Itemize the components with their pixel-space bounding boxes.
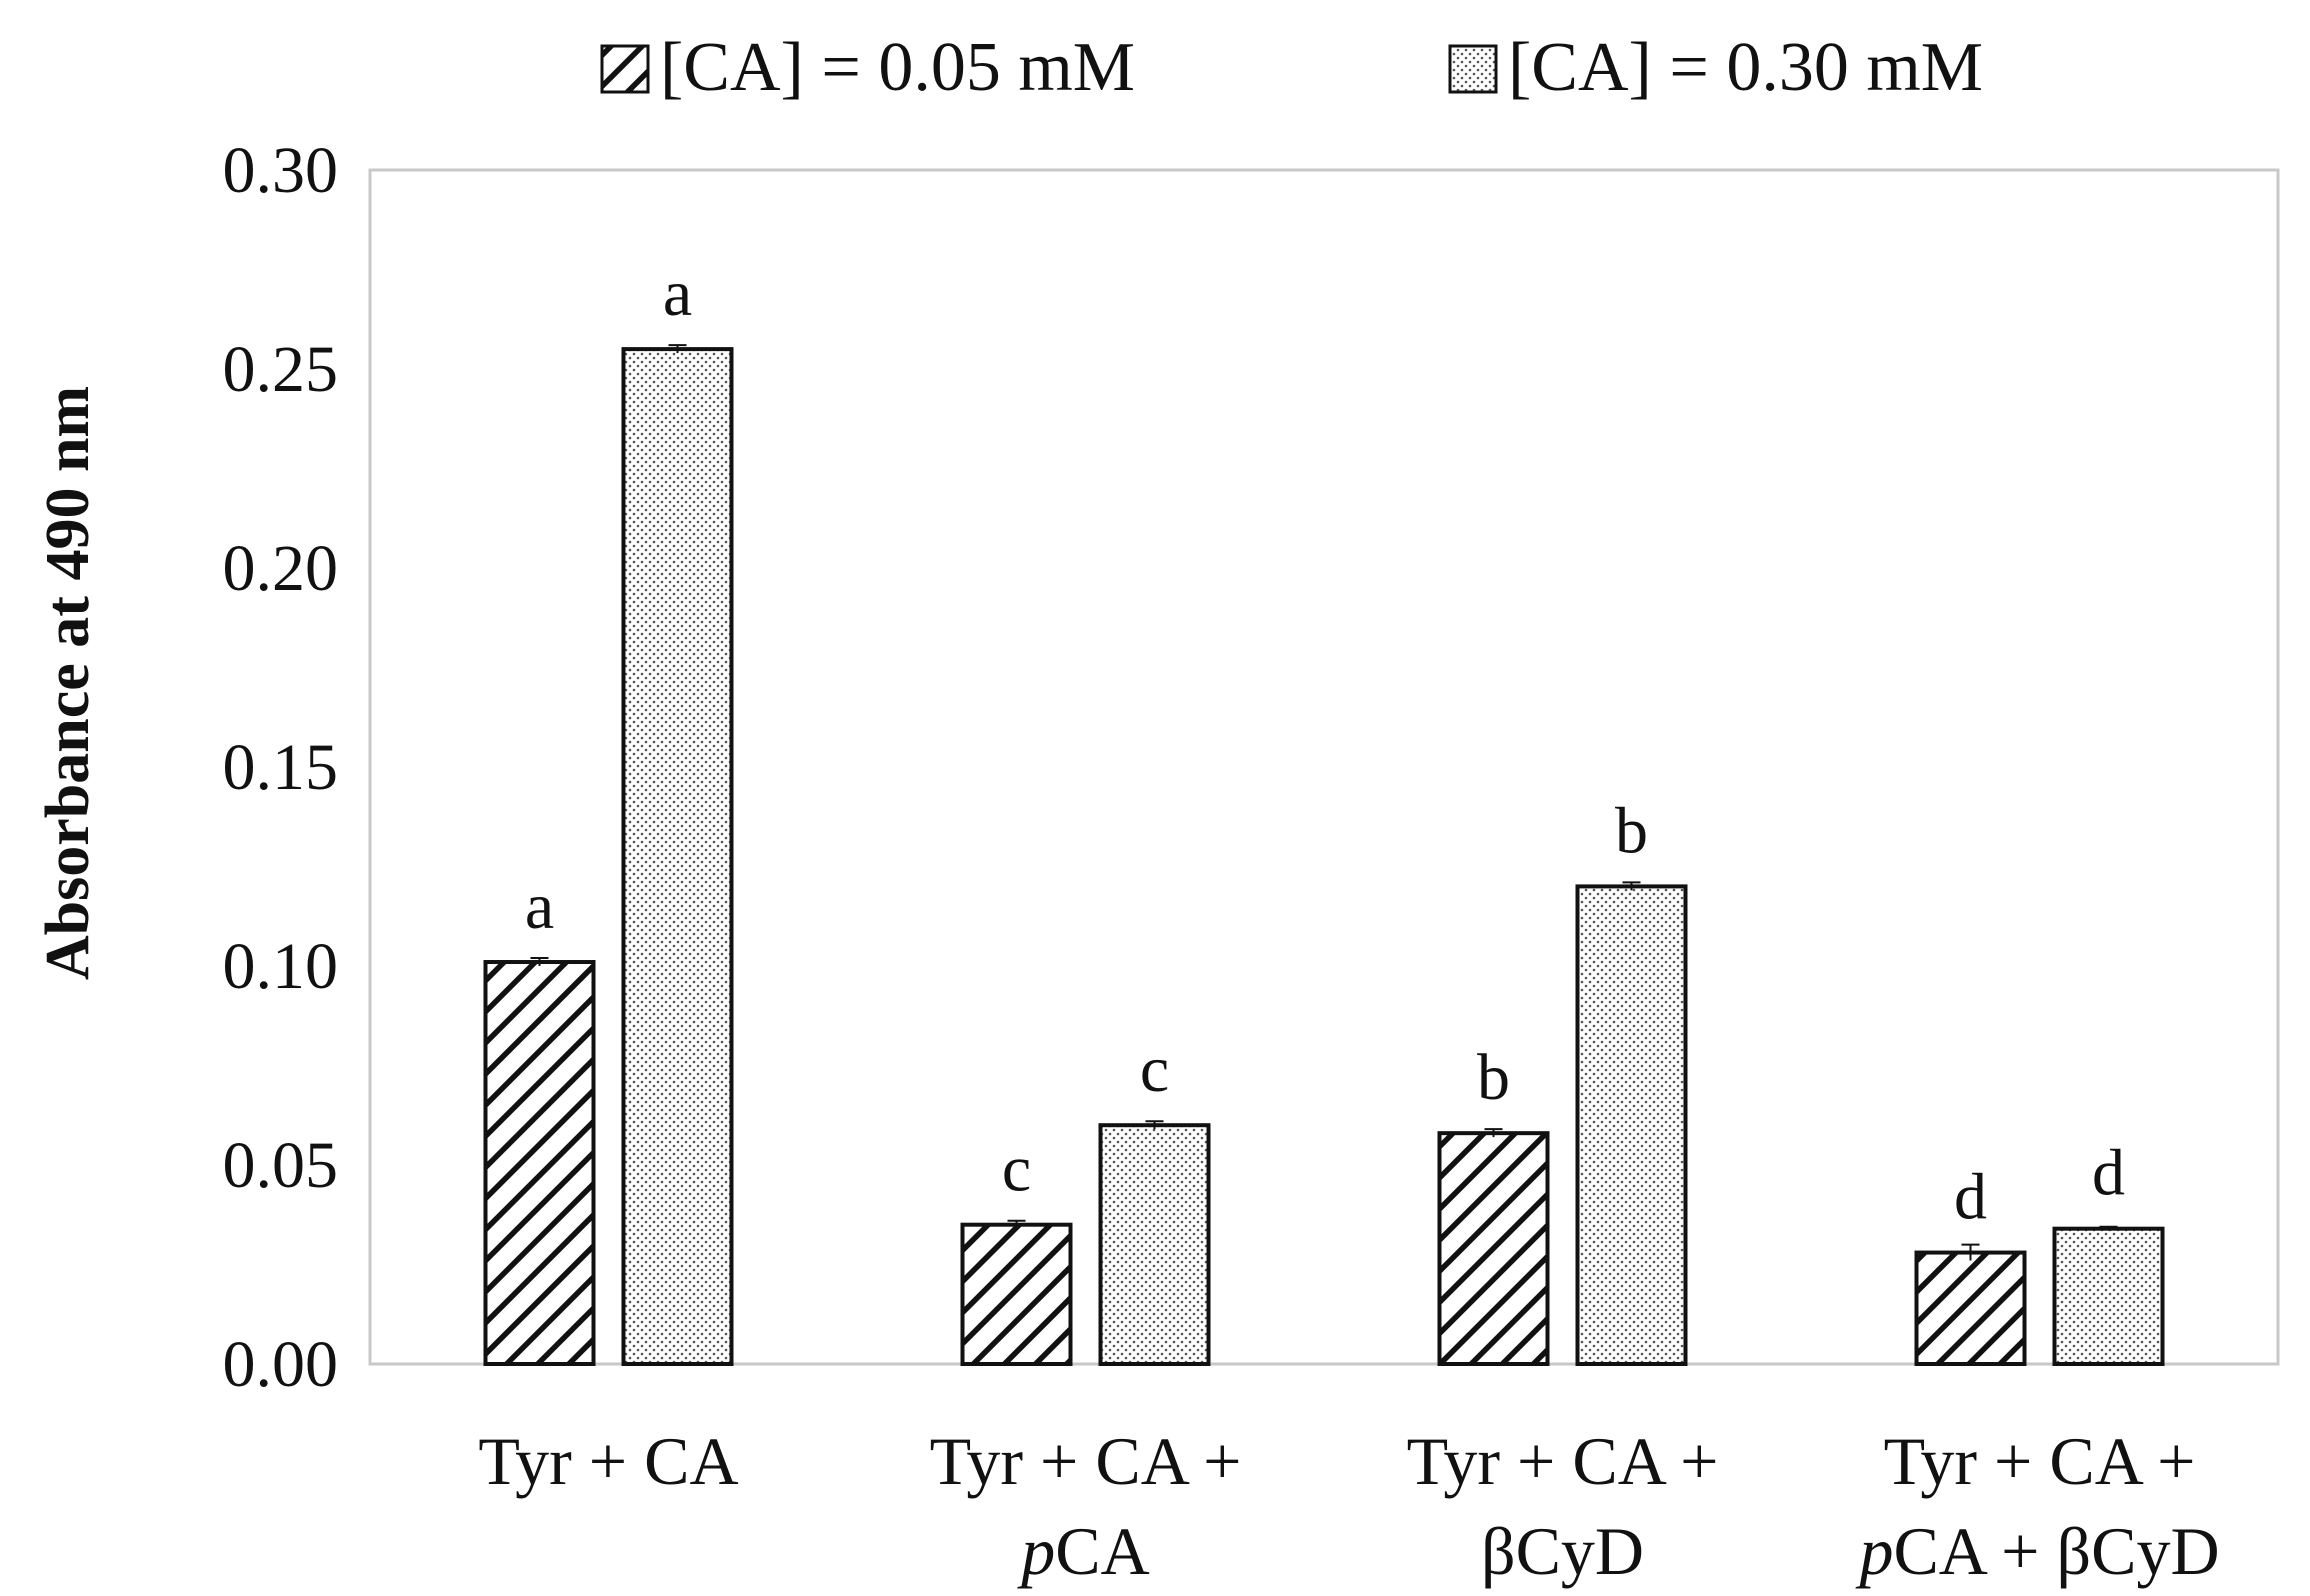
y-tick-label: 0.05: [223, 1129, 339, 1202]
y-tick-label: 0.10: [223, 930, 339, 1003]
y-tick-label: 0.30: [223, 134, 339, 207]
significance-label: d: [2092, 1137, 2125, 1210]
category-label-line2: pCA: [1017, 1513, 1149, 1589]
y-tick-label: 0.00: [223, 1328, 339, 1401]
legend-label-series-1: [CA] = 0.05 mM: [660, 29, 1135, 106]
bar-series-1: [483, 960, 596, 1367]
significance-label: a: [525, 870, 554, 943]
category-label-line1: Tyr + CA +: [1884, 1423, 2196, 1499]
significance-label: b: [1615, 794, 1648, 867]
category-label-italic: p: [1017, 1513, 1055, 1589]
bar-series-2: [2052, 1226, 2165, 1367]
legend-label-series-2: [CA] = 0.30 mM: [1508, 29, 1983, 106]
significance-label: a: [663, 257, 692, 330]
y-axis-ticks: 0.00 0.05 0.10 0.15 0.20 0.25 0.30: [223, 134, 339, 1401]
category-label-line2: pCA + βCyD: [1855, 1513, 2219, 1589]
category-label-rest: βCyD: [1481, 1513, 1644, 1589]
significance-label: d: [1954, 1161, 1987, 1234]
significance-label: b: [1477, 1041, 1510, 1114]
category-label-rest: CA: [1055, 1513, 1149, 1589]
legend-swatch-series-2: [1448, 44, 1498, 94]
y-tick-label: 0.20: [223, 532, 339, 605]
bar-series-1: [1914, 1250, 2027, 1367]
legend-swatch-series-1: [600, 44, 650, 94]
category-label-italic: p: [1855, 1513, 1893, 1589]
category-label-line1: Tyr + CA +: [930, 1423, 1242, 1499]
category-label-line2: βCyD: [1481, 1513, 1644, 1589]
y-axis-label: Absorbance at 490 nm: [34, 386, 102, 980]
y-tick-label: 0.25: [223, 333, 339, 406]
y-tick-label: 0.15: [223, 731, 339, 804]
category-label-rest: CA + βCyD: [1893, 1513, 2219, 1589]
plot-frame: [368, 168, 2280, 1366]
category-label-line1: Tyr + CA: [478, 1423, 738, 1499]
bars: a a c c b b d d: [483, 257, 2165, 1367]
significance-label: c: [1140, 1033, 1169, 1106]
bar-series-2: [1575, 884, 1688, 1367]
category-label-line1: Tyr + CA +: [1407, 1423, 1719, 1499]
significance-label: c: [1002, 1133, 1031, 1206]
bar-series-1: [960, 1222, 1073, 1366]
bar-series-2: [621, 347, 734, 1367]
legend: [CA] = 0.05 mM [CA] = 0.30 mM: [600, 29, 1983, 106]
bar-series-1: [1437, 1131, 1550, 1367]
bar-series-2: [1098, 1123, 1211, 1366]
